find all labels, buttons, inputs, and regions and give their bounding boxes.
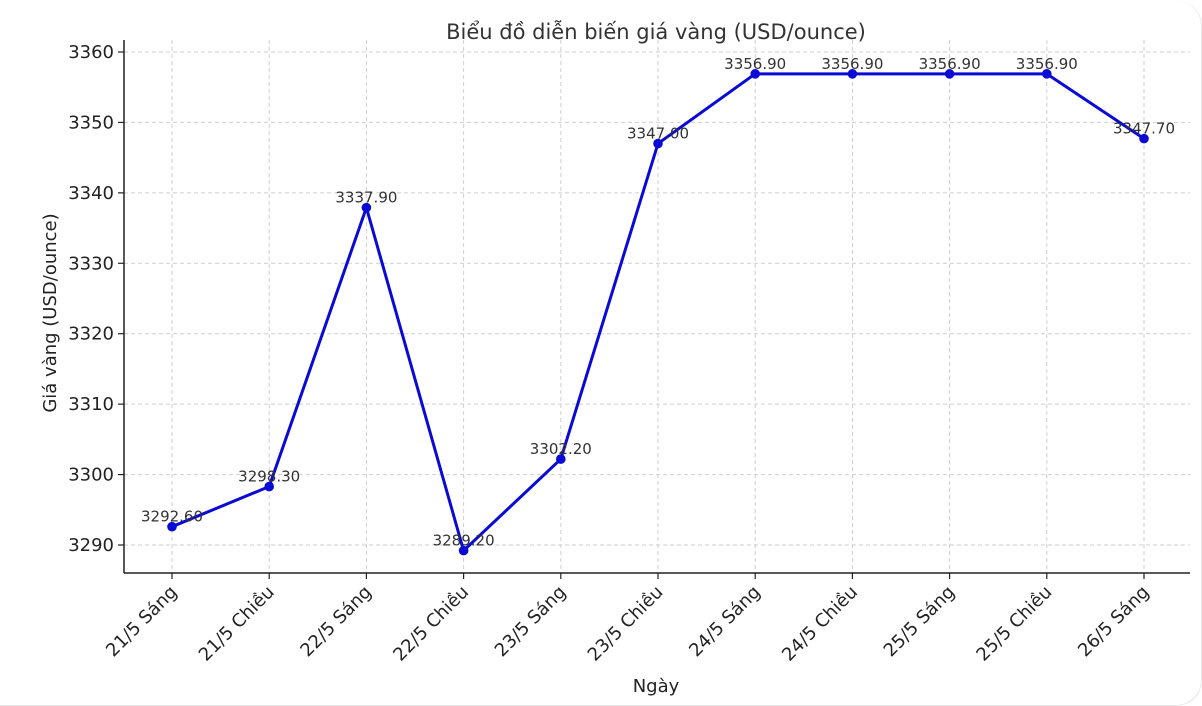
data-point [1139,133,1149,144]
data-point [944,69,955,79]
y-tick-label: 3300 [68,465,114,486]
data-label: 3347.70 [1113,120,1175,138]
data-labels: 3292.60 3298.30 3337.90 3289.20 3302.20 3347.… [141,55,1175,550]
data-point [750,69,760,79]
x-tick-label: 21/5 Chiều [195,582,279,666]
x-tick-label: 23/5 Chiều [584,582,668,666]
data-point [167,521,177,532]
x-tick-label: 24/5 Sáng [685,582,765,662]
data-point [847,69,858,79]
chart-title: Biểu đồ diễn biến giá vàng (USD/ounce) [446,19,866,44]
data-label: 3347.00 [627,125,689,143]
y-tick-label: 3310 [68,394,114,415]
data-point [653,138,663,149]
x-ticks: 21/5 Sáng 21/5 Chiều 22/5 Sáng 22/5 Chiều 23… [102,573,1154,666]
data-label: 3356.90 [919,55,981,73]
y-tick-label: 3330 [68,253,114,274]
grid [124,40,1190,573]
x-tick-label: 22/5 Chiều [389,582,473,666]
y-ticks: 3290 3300 3310 3320 3330 3340 3350 3360 [68,42,124,556]
x-tick-label: 25/5 Sáng [880,582,960,662]
data-point [264,481,275,492]
data-point [556,454,566,464]
data-label: 3289.20 [433,532,495,550]
x-axis-label: Ngày [633,676,680,697]
y-tick-label: 3360 [68,42,114,63]
data-label: 3356.90 [724,55,786,73]
series [167,69,1149,556]
data-label: 3356.90 [1016,55,1078,73]
x-tick-label: 24/5 Chiều [778,582,862,666]
y-tick-label: 3350 [68,112,114,133]
x-tick-label: 21/5 Sáng [102,582,182,662]
data-label: 3298.30 [238,468,300,486]
y-tick-label: 3320 [68,324,114,345]
data-label: 3356.90 [821,55,883,73]
x-tick-label: 23/5 Sáng [491,582,571,662]
x-tick-label: 22/5 Sáng [296,582,376,662]
y-axis-label: Giá vàng (USD/ounce) [40,213,61,412]
data-point [1042,69,1052,79]
data-label: 3292.60 [141,508,203,526]
y-tick-label: 3340 [68,183,114,204]
y-tick-label: 3290 [68,535,114,556]
axes [123,40,1190,574]
data-point [361,202,372,213]
data-label: 3337.90 [335,189,397,207]
x-tick-label: 25/5 Chiều [972,582,1056,666]
data-point [458,545,469,556]
data-label: 3302.20 [530,440,592,458]
x-tick-label: 26/5 Sáng [1074,582,1154,662]
